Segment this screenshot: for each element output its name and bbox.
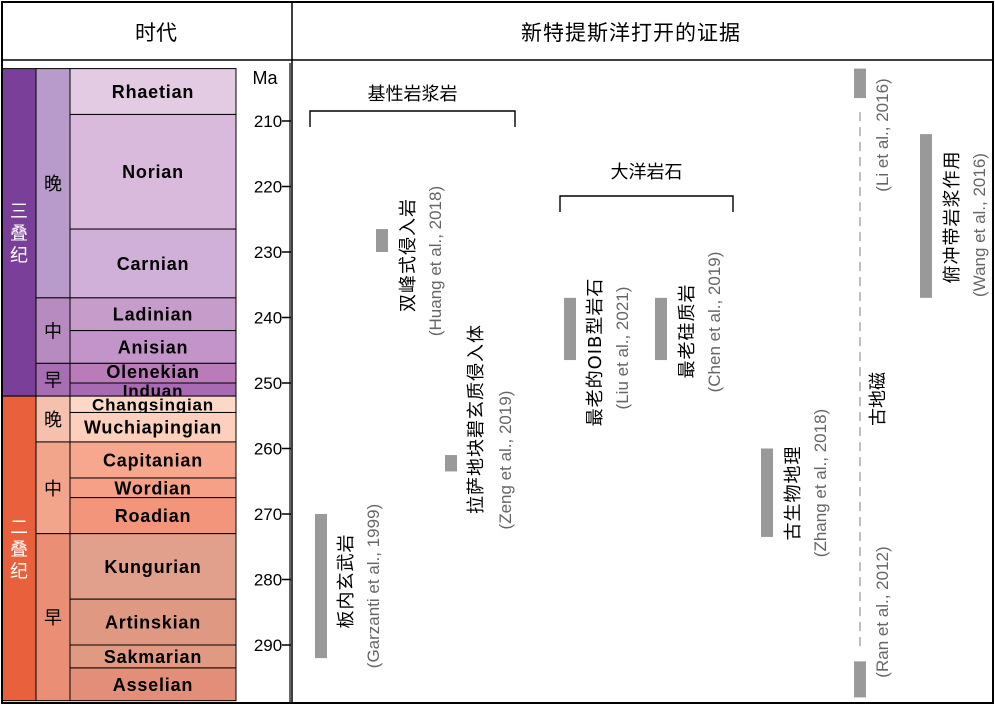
evidence-label: 双峰式侵入岩 xyxy=(398,198,419,312)
paleomag-citation-top: (Li et al., 2016) xyxy=(873,78,892,191)
evidence-range-bar xyxy=(445,455,457,472)
evidence-label: 最老的OIB型岩石 xyxy=(585,278,606,427)
stage-cell xyxy=(69,533,237,600)
axis-tick-label: 280 xyxy=(254,571,282,590)
evidence-citation: (Liu et al., 2021) xyxy=(613,287,632,410)
evidence-range-bar xyxy=(376,229,388,252)
evidence-citation: (Huang et al., 2018) xyxy=(426,186,445,336)
paleomag-bottom-bar xyxy=(854,661,866,698)
stage-label: Wuchiapingian xyxy=(84,418,222,438)
evidence-range-bar xyxy=(564,297,576,361)
header-left-title: 时代 xyxy=(135,21,177,45)
paleomag-label: 古地磁 xyxy=(868,372,889,426)
epoch-label: 晚 xyxy=(44,410,62,431)
epoch-label: 早 xyxy=(44,608,62,629)
evidence-citation: (Zeng et al., 2019) xyxy=(496,391,515,530)
evidence-label: 板内玄武岩 xyxy=(336,534,357,629)
evidence-range-bar xyxy=(920,134,932,298)
axis-tick-label: 210 xyxy=(254,112,282,131)
epoch-label: 中 xyxy=(44,322,62,343)
stage-label: Capitanian xyxy=(103,450,203,470)
evidence-label: 古生物地理 xyxy=(783,446,804,541)
axis-tick-label: 220 xyxy=(254,178,282,197)
stage-label: Asselian xyxy=(113,675,193,695)
stage-cell xyxy=(69,497,237,535)
group-label: 大洋岩石 xyxy=(611,162,683,183)
evidence-citation: (Garzanti et al., 1999) xyxy=(364,504,383,668)
axis-tick-label: 270 xyxy=(254,505,282,524)
epoch-cell xyxy=(35,533,71,702)
stage-cell xyxy=(69,113,237,230)
evidence-citation: (Zhang et al., 2018) xyxy=(811,409,830,557)
evidence-range-bar xyxy=(315,514,327,659)
stage-label: Rhaetian xyxy=(112,82,194,102)
epoch-label: 早 xyxy=(44,371,62,392)
paleomag-label-mask xyxy=(864,378,890,430)
stage-cell xyxy=(69,441,237,479)
stage-cell xyxy=(69,598,237,646)
evidence-range-bar xyxy=(761,448,773,537)
stage-cell xyxy=(69,330,237,364)
period-cell xyxy=(1,68,37,397)
stage-cell xyxy=(69,68,237,115)
epoch-label: 中 xyxy=(44,479,62,500)
evidence-label: 俯冲带岩浆作用 xyxy=(942,151,963,284)
axis-tick-label: 250 xyxy=(254,374,282,393)
period-cell xyxy=(1,395,37,702)
evidence-citation: (Wang et al., 2016) xyxy=(970,153,989,297)
axis-tick-label: 290 xyxy=(254,636,282,655)
stage-label: Roadian xyxy=(115,506,192,526)
stage-label: Kungurian xyxy=(104,557,201,577)
group-bracket xyxy=(559,195,734,212)
axis-tick-label: 260 xyxy=(254,440,282,459)
stage-label: Ladinian xyxy=(113,305,193,325)
group-label: 基性岩浆岩 xyxy=(368,84,458,105)
header-band xyxy=(2,2,993,60)
stage-label: Sakmarian xyxy=(104,647,202,667)
evidence-citation: (Chen et al., 2019) xyxy=(705,252,724,393)
stage-label: Norian xyxy=(122,162,184,182)
stage-label: Anisian xyxy=(118,337,189,357)
stage-cell xyxy=(69,411,237,443)
period-label: 三叠纪 xyxy=(10,201,28,266)
paleomag-citation-bottom: (Ran et al., 2012) xyxy=(873,546,892,677)
epoch-cell xyxy=(35,68,71,299)
stage-label: Wordian xyxy=(114,478,191,498)
stage-cell xyxy=(69,297,237,332)
stage-label: Olenekian xyxy=(106,362,199,382)
axis-unit-label: Ma xyxy=(252,68,278,88)
axis-tick-label: 230 xyxy=(254,243,282,262)
epoch-label: 晚 xyxy=(44,174,62,195)
evidence-label: 拉萨地块碧玄质侵入体 xyxy=(466,324,487,514)
evidence-label: 最老硅质岩 xyxy=(677,284,698,379)
evidence-range-bar xyxy=(655,297,667,361)
period-label: 二叠纪 xyxy=(10,517,28,582)
stage-label: Carnian xyxy=(117,254,190,274)
paleomag-top-bar xyxy=(854,68,866,99)
stage-cell xyxy=(69,667,237,702)
axis-tick-label: 240 xyxy=(254,309,282,328)
group-bracket xyxy=(309,110,516,127)
stage-label: Artinskian xyxy=(105,613,201,633)
stage-label: Changsingian xyxy=(92,395,214,414)
header-right-title: 新特提斯洋打开的证据 xyxy=(521,21,741,45)
